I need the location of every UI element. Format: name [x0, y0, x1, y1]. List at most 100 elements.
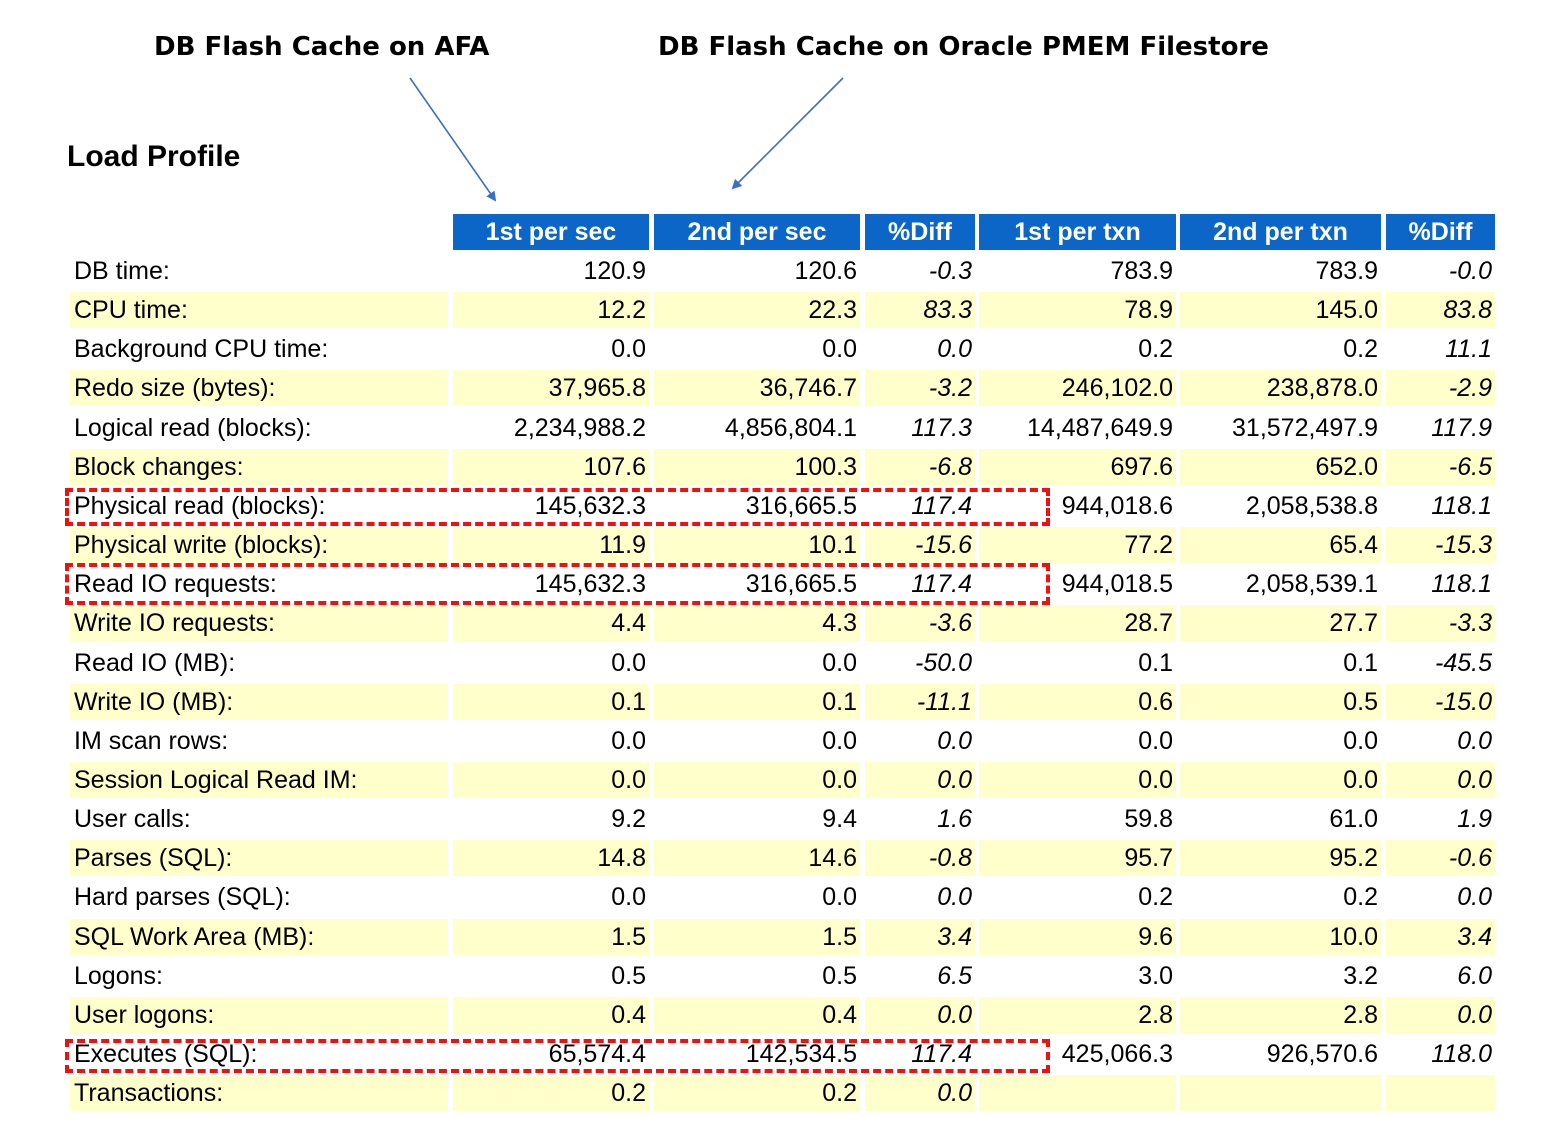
row-value: 11.9: [453, 527, 649, 563]
row-value: -3.6: [865, 605, 975, 641]
row-value: 117.9: [1431, 414, 1492, 442]
row-value: 117.4: [911, 570, 972, 598]
row-value: 0.0: [865, 1075, 975, 1111]
col-header-1st-per-sec: 1st per sec: [453, 214, 649, 250]
row-value: 246,102.0: [979, 370, 1176, 406]
row-label: SQL Work Area (MB):: [70, 919, 448, 955]
row-value: 117.3: [911, 414, 972, 442]
row-value: 83.3: [865, 292, 975, 328]
row-label: DB time:: [74, 257, 170, 285]
row-value: 36,746.7: [654, 370, 860, 406]
table-row: Write IO requests: 4.4 4.3 -3.6 28.7 27.7 -3.3: [0, 605, 1560, 641]
row-value: 6.5: [937, 962, 972, 990]
row-value: -11.1: [865, 684, 975, 720]
row-value: 2.8: [979, 997, 1176, 1033]
row-value: 3.0: [1138, 962, 1173, 990]
table-row: SQL Work Area (MB): 1.5 1.5 3.4 9.6 10.0 3.4: [0, 919, 1560, 955]
row-label: Redo size (bytes):: [70, 370, 448, 406]
row-value: 0.0: [1457, 727, 1492, 755]
table-row: DB time: 120.9 120.6 -0.3 783.9 783.9 -0.0: [0, 253, 1560, 289]
row-value: 27.7: [1180, 605, 1381, 641]
row-value: 0.1: [1138, 649, 1173, 677]
row-value: 0.0: [611, 649, 646, 677]
row-value: 61.0: [1329, 805, 1378, 833]
table-row: Executes (SQL): 65,574.4 142,534.5 117.4 425…: [0, 1036, 1560, 1072]
row-label: Executes (SQL):: [74, 1040, 258, 1068]
table-row: Read IO requests: 145,632.3 316,665.5 117.4…: [0, 566, 1560, 602]
row-value: 0.1: [1343, 649, 1378, 677]
row-label: Read IO (MB):: [74, 649, 236, 677]
row-value: 10.0: [1180, 919, 1381, 955]
row-label: Session Logical Read IM:: [70, 762, 448, 798]
row-value: 145,632.3: [534, 570, 646, 598]
row-value: 0.0: [611, 335, 646, 363]
table-row: IM scan rows: 0.0 0.0 0.0 0.0 0.0 0.0: [0, 723, 1560, 759]
row-value: 28.7: [979, 605, 1176, 641]
arrow-afa: [409, 77, 497, 202]
table-row: Background CPU time: 0.0 0.0 0.0 0.2 0.2 11.1: [0, 331, 1560, 367]
row-value: 0.0: [1386, 997, 1495, 1033]
row-value: 11.1: [1445, 335, 1492, 363]
row-label: Physical read (blocks):: [74, 492, 326, 520]
row-value: 0.0: [611, 883, 646, 911]
row-value: 0.0: [1343, 727, 1378, 755]
row-value: 0.0: [1457, 883, 1492, 911]
row-value: 0.1: [654, 684, 860, 720]
row-value: 0.0: [1138, 727, 1173, 755]
col-header-diff-txn: %Diff: [1386, 214, 1495, 250]
row-value: 0.0: [1180, 762, 1381, 798]
row-value: 118.1: [1431, 492, 1492, 520]
row-value: 0.0: [453, 762, 649, 798]
row-value: -15.6: [865, 527, 975, 563]
row-value: 117.4: [911, 492, 972, 520]
row-value: 1.5: [654, 919, 860, 955]
row-label: Logons:: [74, 962, 163, 990]
table-row: User logons: 0.4 0.4 0.0 2.8 2.8 0.0: [0, 997, 1560, 1033]
row-value: 9.6: [979, 919, 1176, 955]
row-value: 0.0: [937, 335, 972, 363]
row-value: 12.2: [453, 292, 649, 328]
row-value: -2.9: [1386, 370, 1495, 406]
row-label: Hard parses (SQL):: [74, 883, 291, 911]
row-value: 4,856,804.1: [724, 414, 857, 442]
row-value: 14.6: [654, 840, 860, 876]
row-value: 107.6: [453, 449, 649, 485]
row-value: [1180, 1075, 1381, 1111]
row-value: 10.1: [654, 527, 860, 563]
row-value: [979, 1075, 1176, 1111]
col-header-diff-sec: %Diff: [865, 214, 975, 250]
row-value: 1.9: [1457, 805, 1492, 833]
row-label: IM scan rows:: [74, 727, 229, 755]
row-value: 0.4: [453, 997, 649, 1033]
table-row: Parses (SQL): 14.8 14.6 -0.8 95.7 95.2 -0.6: [0, 840, 1560, 876]
row-label: User calls:: [74, 805, 191, 833]
row-value: 83.8: [1386, 292, 1495, 328]
row-value: -0.8: [865, 840, 975, 876]
row-value: 6.0: [1457, 962, 1492, 990]
arrow-pmem: [731, 77, 844, 190]
row-value: -15.3: [1386, 527, 1495, 563]
row-value: 926,570.6: [1266, 1040, 1378, 1068]
row-value: -0.0: [1448, 257, 1492, 285]
row-value: 59.8: [1124, 805, 1173, 833]
row-value: 697.6: [979, 449, 1176, 485]
row-label: Logical read (blocks):: [74, 414, 312, 442]
row-value: 142,534.5: [745, 1040, 857, 1068]
row-value: 783.9: [1315, 257, 1378, 285]
row-value: 0.0: [937, 727, 972, 755]
row-value: 652.0: [1180, 449, 1381, 485]
col-header-2nd-per-txn: 2nd per txn: [1180, 214, 1381, 250]
row-value: 238,878.0: [1180, 370, 1381, 406]
table-row: Write IO (MB): 0.1 0.1 -11.1 0.6 0.5 -15.0: [0, 684, 1560, 720]
row-value: -6.5: [1386, 449, 1495, 485]
row-value: 14,487,649.9: [1027, 414, 1173, 442]
row-value: 14.8: [453, 840, 649, 876]
row-value: 95.2: [1180, 840, 1381, 876]
row-value: 0.2: [1138, 335, 1173, 363]
table-row: Redo size (bytes): 37,965.8 36,746.7 -3.2 24…: [0, 370, 1560, 406]
row-value: 3.4: [865, 919, 975, 955]
row-label: Write IO requests:: [70, 605, 448, 641]
row-value: 2,234,988.2: [513, 414, 646, 442]
row-label: Transactions:: [70, 1075, 448, 1111]
row-value: 120.9: [583, 257, 646, 285]
